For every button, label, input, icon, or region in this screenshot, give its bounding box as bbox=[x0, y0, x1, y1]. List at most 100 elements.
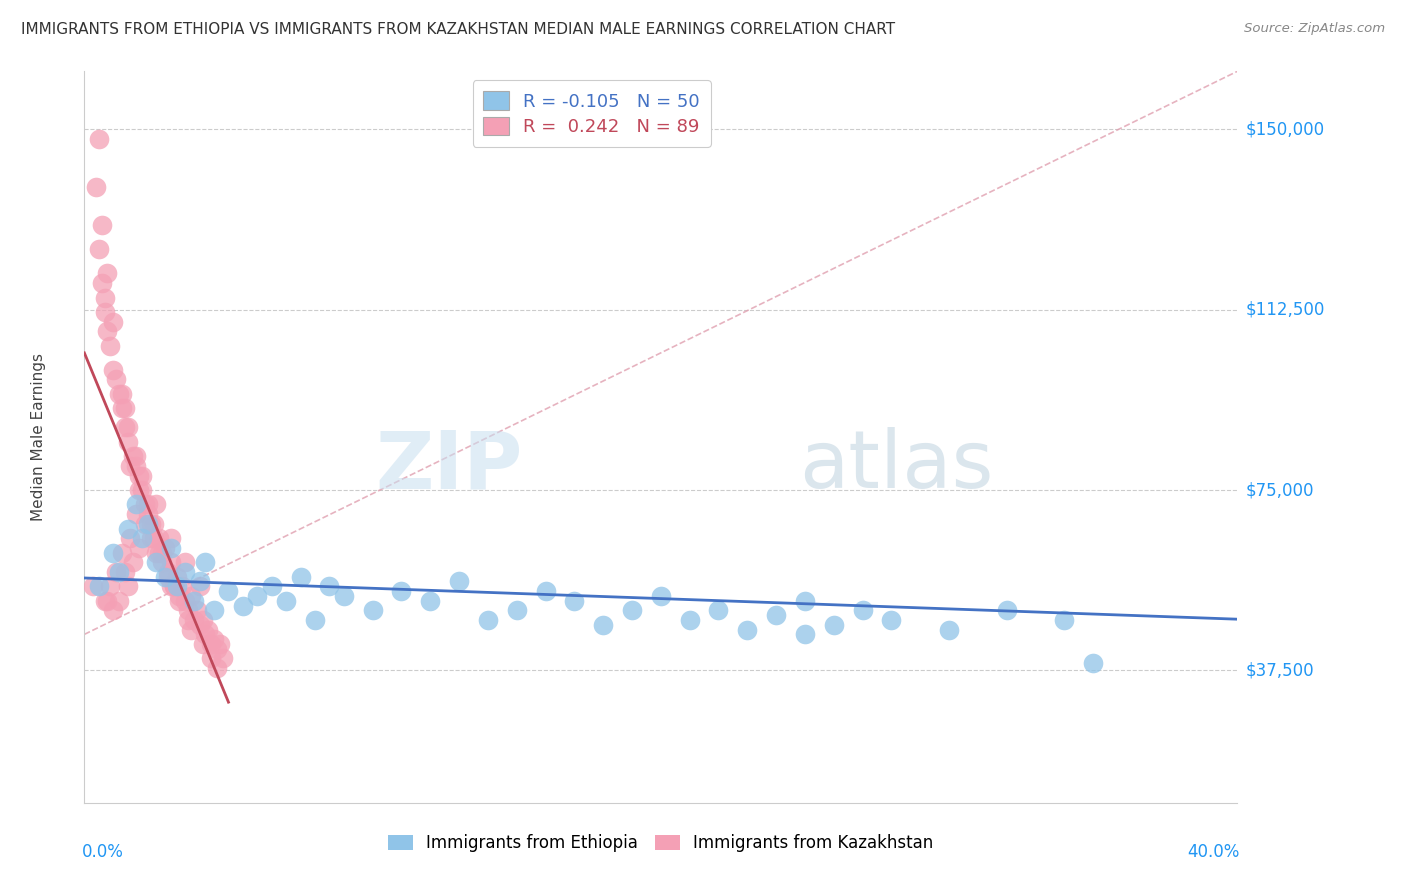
Point bbox=[218, 584, 240, 599]
Point bbox=[592, 617, 614, 632]
Point bbox=[105, 565, 128, 579]
Point bbox=[117, 434, 139, 449]
Point bbox=[96, 593, 118, 607]
Point bbox=[150, 555, 173, 569]
Point bbox=[111, 386, 134, 401]
Point bbox=[134, 516, 156, 531]
Point bbox=[174, 593, 197, 607]
Point bbox=[564, 593, 586, 607]
Point bbox=[169, 589, 191, 603]
Point bbox=[90, 276, 112, 290]
Point bbox=[650, 589, 672, 603]
Point bbox=[534, 584, 557, 599]
Point bbox=[117, 579, 139, 593]
Point bbox=[125, 498, 148, 512]
Point bbox=[128, 541, 150, 555]
Point bbox=[765, 608, 787, 623]
Point bbox=[111, 545, 134, 559]
Point bbox=[125, 507, 148, 521]
Point bbox=[156, 565, 179, 579]
Point bbox=[103, 362, 124, 376]
Point bbox=[160, 531, 183, 545]
Text: Source: ZipAtlas.com: Source: ZipAtlas.com bbox=[1244, 22, 1385, 36]
Point bbox=[156, 569, 179, 583]
Point bbox=[260, 579, 283, 593]
Point bbox=[794, 627, 817, 641]
Point bbox=[139, 516, 162, 531]
Point bbox=[880, 613, 903, 627]
Text: IMMIGRANTS FROM ETHIOPIA VS IMMIGRANTS FROM KAZAKHSTAN MEDIAN MALE EARNINGS CORR: IMMIGRANTS FROM ETHIOPIA VS IMMIGRANTS F… bbox=[21, 22, 896, 37]
Point bbox=[172, 579, 194, 593]
Point bbox=[142, 531, 165, 545]
Point bbox=[98, 579, 121, 593]
Text: 0.0%: 0.0% bbox=[82, 843, 124, 861]
Text: 40.0%: 40.0% bbox=[1187, 843, 1240, 861]
Text: Median Male Earnings: Median Male Earnings bbox=[31, 353, 46, 521]
Point bbox=[391, 584, 413, 599]
Point bbox=[174, 565, 197, 579]
Point bbox=[90, 219, 112, 233]
Point bbox=[125, 450, 148, 464]
Point bbox=[114, 565, 136, 579]
Point bbox=[506, 603, 529, 617]
Point bbox=[103, 603, 124, 617]
Point bbox=[108, 386, 131, 401]
Point bbox=[105, 372, 128, 386]
Point bbox=[180, 589, 202, 603]
Point bbox=[180, 623, 202, 637]
Point bbox=[108, 593, 131, 607]
Point bbox=[111, 401, 134, 416]
Point bbox=[87, 579, 110, 593]
Point bbox=[232, 599, 254, 613]
Text: $112,500: $112,500 bbox=[1246, 301, 1324, 318]
Legend: Immigrants from Ethiopia, Immigrants from Kazakhstan: Immigrants from Ethiopia, Immigrants fro… bbox=[380, 826, 942, 860]
Point bbox=[737, 623, 759, 637]
Point bbox=[84, 179, 107, 194]
Point bbox=[96, 267, 118, 281]
Point bbox=[160, 579, 183, 593]
Point bbox=[117, 420, 139, 434]
Point bbox=[145, 498, 167, 512]
Point bbox=[93, 593, 115, 607]
Point bbox=[131, 531, 153, 545]
Point bbox=[191, 637, 214, 651]
Point bbox=[246, 589, 269, 603]
Point bbox=[202, 603, 225, 617]
Point bbox=[621, 603, 644, 617]
Point bbox=[163, 579, 186, 593]
Point bbox=[153, 541, 176, 555]
Point bbox=[160, 541, 183, 555]
Text: $75,000: $75,000 bbox=[1246, 481, 1315, 499]
Point bbox=[200, 637, 222, 651]
Text: atlas: atlas bbox=[799, 427, 994, 506]
Point bbox=[114, 420, 136, 434]
Point bbox=[794, 593, 817, 607]
Point bbox=[202, 632, 225, 647]
Point bbox=[188, 579, 211, 593]
Point bbox=[449, 574, 471, 589]
Point bbox=[188, 574, 211, 589]
Point bbox=[131, 483, 153, 497]
Point bbox=[361, 603, 384, 617]
Point bbox=[823, 617, 845, 632]
Point bbox=[108, 565, 131, 579]
Point bbox=[169, 593, 191, 607]
Point bbox=[177, 603, 200, 617]
Point bbox=[166, 569, 188, 583]
Point bbox=[679, 613, 702, 627]
Point bbox=[290, 569, 312, 583]
Point bbox=[96, 324, 118, 338]
Point bbox=[153, 569, 176, 583]
Point bbox=[205, 661, 228, 675]
Point bbox=[87, 243, 110, 257]
Point bbox=[318, 579, 340, 593]
Point bbox=[142, 516, 165, 531]
Point bbox=[852, 603, 875, 617]
Point bbox=[148, 531, 170, 545]
Point bbox=[208, 637, 231, 651]
Point bbox=[117, 521, 139, 535]
Point bbox=[419, 593, 441, 607]
Point bbox=[333, 589, 356, 603]
Point bbox=[125, 458, 148, 473]
Point bbox=[148, 545, 170, 559]
